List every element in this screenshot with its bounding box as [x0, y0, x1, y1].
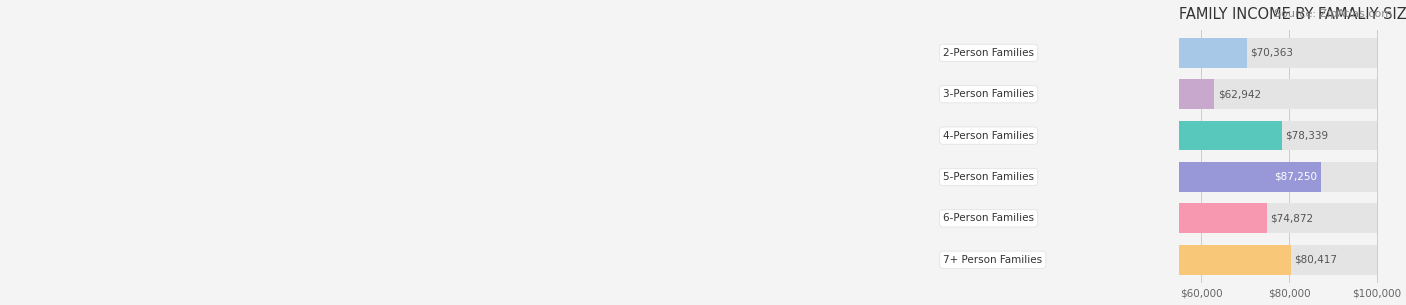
- Bar: [938, 162, 1322, 192]
- Bar: [938, 79, 1215, 109]
- Text: 3-Person Families: 3-Person Families: [943, 89, 1033, 99]
- Bar: [938, 203, 1267, 233]
- Bar: [938, 245, 1376, 274]
- Text: 7+ Person Families: 7+ Person Families: [943, 255, 1042, 265]
- Bar: [938, 121, 1282, 150]
- Text: 5-Person Families: 5-Person Families: [943, 172, 1033, 182]
- Text: Source: ZipAtlas.com: Source: ZipAtlas.com: [1274, 9, 1392, 19]
- Bar: [938, 121, 1376, 150]
- Bar: [938, 79, 1376, 109]
- Bar: [938, 203, 1376, 233]
- Text: $62,942: $62,942: [1218, 89, 1261, 99]
- Text: $70,363: $70,363: [1250, 48, 1294, 58]
- Text: $80,417: $80,417: [1295, 255, 1337, 265]
- Text: 6-Person Families: 6-Person Families: [943, 214, 1033, 223]
- Text: 2-Person Families: 2-Person Families: [943, 48, 1033, 58]
- Text: FAMILY INCOME BY FAMALIY SIZE IN ZIP CODE 92201: FAMILY INCOME BY FAMALIY SIZE IN ZIP COD…: [1180, 7, 1406, 22]
- Text: $87,250: $87,250: [1275, 172, 1317, 182]
- Bar: [938, 38, 1247, 68]
- Bar: [938, 245, 1291, 274]
- Bar: [938, 162, 1376, 192]
- Text: $74,872: $74,872: [1270, 214, 1313, 223]
- Text: 4-Person Families: 4-Person Families: [943, 131, 1033, 141]
- Bar: [938, 38, 1376, 68]
- Text: $78,339: $78,339: [1285, 131, 1329, 141]
